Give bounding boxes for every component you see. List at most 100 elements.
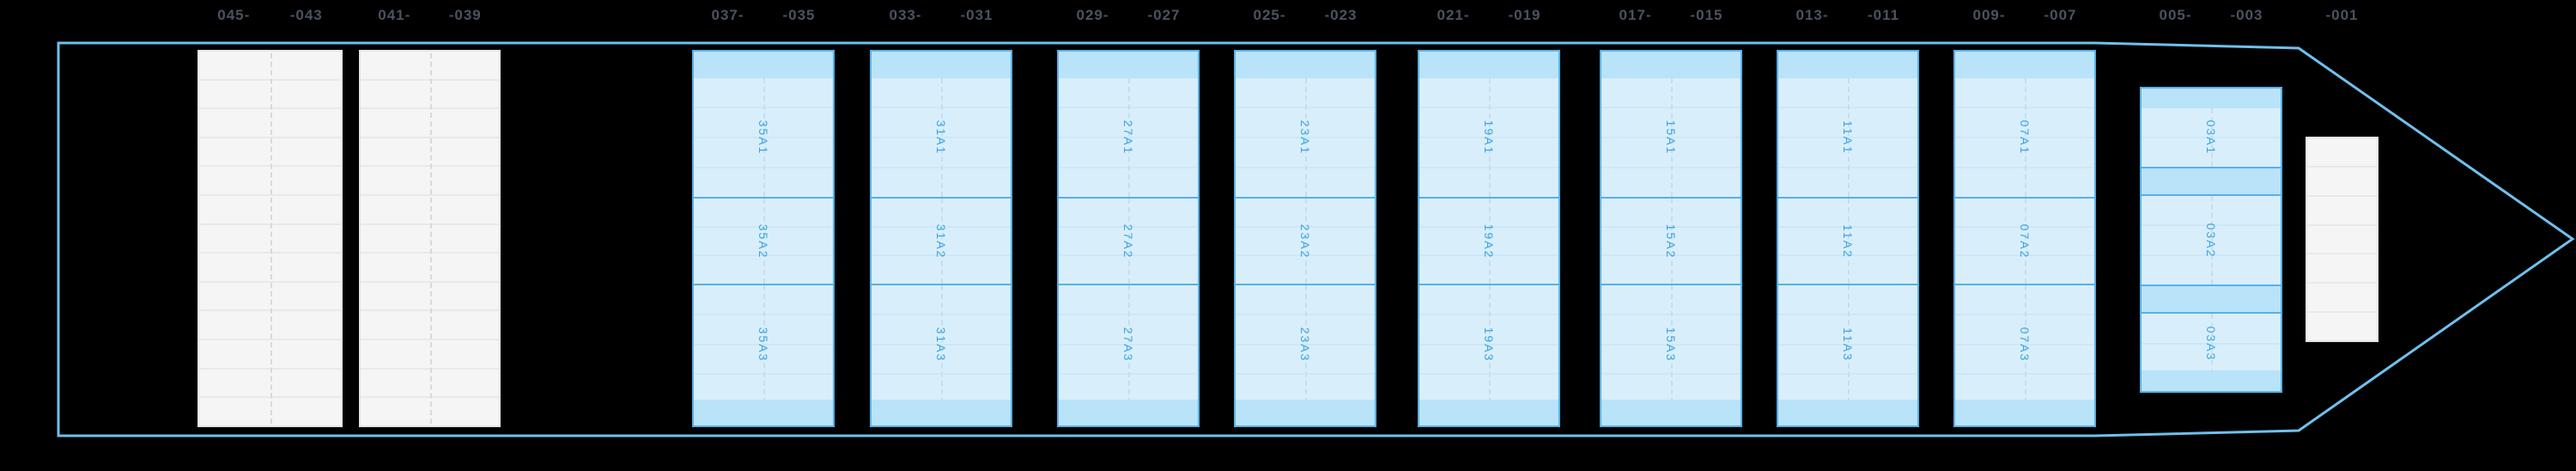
bay-stack-31A1[interactable]: 31A1 [872,78,1011,197]
slot-row [872,254,1011,284]
stack-label: 15A1 [1664,119,1678,156]
bay-stack-19A1[interactable]: 19A1 [1419,78,1558,197]
slot-row [694,285,833,314]
bay-stack-27A1[interactable]: 27A1 [1059,78,1198,197]
grid-row [361,223,499,253]
position-label: -015 [1690,7,1723,23]
bay-cap-top [1955,52,2094,78]
grid-row [199,396,341,425]
bay-stack-23A2[interactable]: 23A2 [1236,199,1375,284]
stack-label: 19A3 [1482,327,1496,362]
bay-stack-35A1[interactable]: 35A1 [694,78,833,197]
bay-stack-23A3[interactable]: 23A3 [1236,285,1375,403]
bay-stack-03A2[interactable]: 03A2 [2142,196,2281,284]
bow-placeholder-section[interactable] [2306,137,2379,342]
bay-19[interactable]: 19A1 19A2 19A3 [1418,50,1560,427]
slot-row [1601,373,1741,403]
bay-separator-line [872,197,1011,199]
stack-label: 11A3 [1841,327,1855,362]
slot-row [1601,78,1741,107]
slot-row [1778,167,1917,197]
slot-row [1778,373,1917,403]
stack-label: 19A2 [1482,223,1496,259]
bay-stack-31A3[interactable]: 31A3 [872,285,1011,403]
slot-row [1419,78,1558,107]
grid-row [199,107,341,137]
bay-stack-15A2[interactable]: 15A2 [1601,199,1741,284]
grid-row [199,280,341,310]
grid-row [361,280,499,310]
bay-stack-07A2[interactable]: 07A2 [1955,199,2094,284]
slot-row [694,167,833,197]
bay-separator-line [1955,197,2094,199]
bay-cap-top [694,52,833,78]
grid-row [361,107,499,137]
bay-stack-27A3[interactable]: 27A3 [1059,285,1198,403]
bay-stack-15A1[interactable]: 15A1 [1601,78,1741,197]
bay-separator-line [1955,284,2094,285]
position-label: -031 [960,7,993,23]
bay-07[interactable]: 07A1 07A2 07A3 [1953,50,2096,427]
slot-row [1601,199,1741,226]
bay-cap-bottom [1778,400,1917,425]
position-label: -039 [448,7,482,23]
bay-stack-03A1[interactable]: 03A1 [2142,108,2281,167]
stack-label: 15A3 [1664,327,1678,362]
bay-stack-11A3[interactable]: 11A3 [1778,285,1917,403]
bay-stack-35A3[interactable]: 35A3 [694,285,833,403]
slot-row [1419,167,1558,197]
placeholder-section[interactable] [359,50,501,427]
position-label: 037- [711,7,744,23]
bay-35[interactable]: 35A1 35A2 35A3 [692,50,835,427]
bay-stack-31A2[interactable]: 31A2 [872,199,1011,284]
grid-row [361,309,499,339]
bay-stack-07A3[interactable]: 07A3 [1955,285,2094,403]
bay-stack-11A2[interactable]: 11A2 [1778,199,1917,284]
bay-stack-35A2[interactable]: 35A2 [694,199,833,284]
position-label: -043 [289,7,323,23]
position-label: -003 [2230,7,2263,23]
bay-cap-top [872,52,1011,78]
placeholder-section[interactable] [197,50,343,427]
slot-row [872,373,1011,403]
slot-row [2142,254,2281,284]
bay-separator-line [1059,284,1198,285]
slot-row [1236,167,1375,197]
grid-row [2307,253,2377,282]
bay-11[interactable]: 11A1 11A2 11A3 [1777,50,1919,427]
grid-row [199,252,341,281]
stack-label: 03A3 [2204,326,2218,362]
bay-stack-15A3[interactable]: 15A3 [1601,285,1741,403]
slot-row [694,254,833,284]
stack-label: 07A1 [2018,119,2032,156]
grid-row [199,52,341,79]
bay-cap-bottom [1236,400,1375,425]
position-label: 021- [1437,7,1470,23]
bay-stack-23A1[interactable]: 23A1 [1236,78,1375,197]
slot-row [1059,254,1198,284]
slot-row [872,199,1011,226]
bay-stack-11A1[interactable]: 11A1 [1778,78,1917,197]
slot-row [872,167,1011,197]
bay-31[interactable]: 31A1 31A2 31A3 [870,50,1012,427]
bay-stack-27A2[interactable]: 27A2 [1059,199,1198,284]
bay-cap-top [1778,52,1917,78]
bay-15[interactable]: 15A1 15A2 15A3 [1600,50,1742,427]
bay-03[interactable]: 03A1 03A2 03A3 [2140,87,2282,393]
bay-23[interactable]: 23A1 23A2 23A3 [1234,50,1376,427]
bay-cap-bottom [694,400,833,425]
bay-stack-19A2[interactable]: 19A2 [1419,199,1558,284]
grid-row [199,78,341,108]
grid-row [361,52,499,79]
grid-row [199,339,341,368]
grid-row [361,165,499,194]
bay-27[interactable]: 27A1 27A2 27A3 [1057,50,1200,427]
bay-stack-03A3[interactable]: 03A3 [2142,314,2281,374]
bay-separator-line [1778,197,1917,199]
slot-row [1955,78,2094,107]
bay-stack-07A1[interactable]: 07A1 [1955,78,2094,197]
bay-stack-19A3[interactable]: 19A3 [1419,285,1558,403]
position-label: 017- [1619,7,1652,23]
stack-label: 03A1 [2204,119,2218,156]
